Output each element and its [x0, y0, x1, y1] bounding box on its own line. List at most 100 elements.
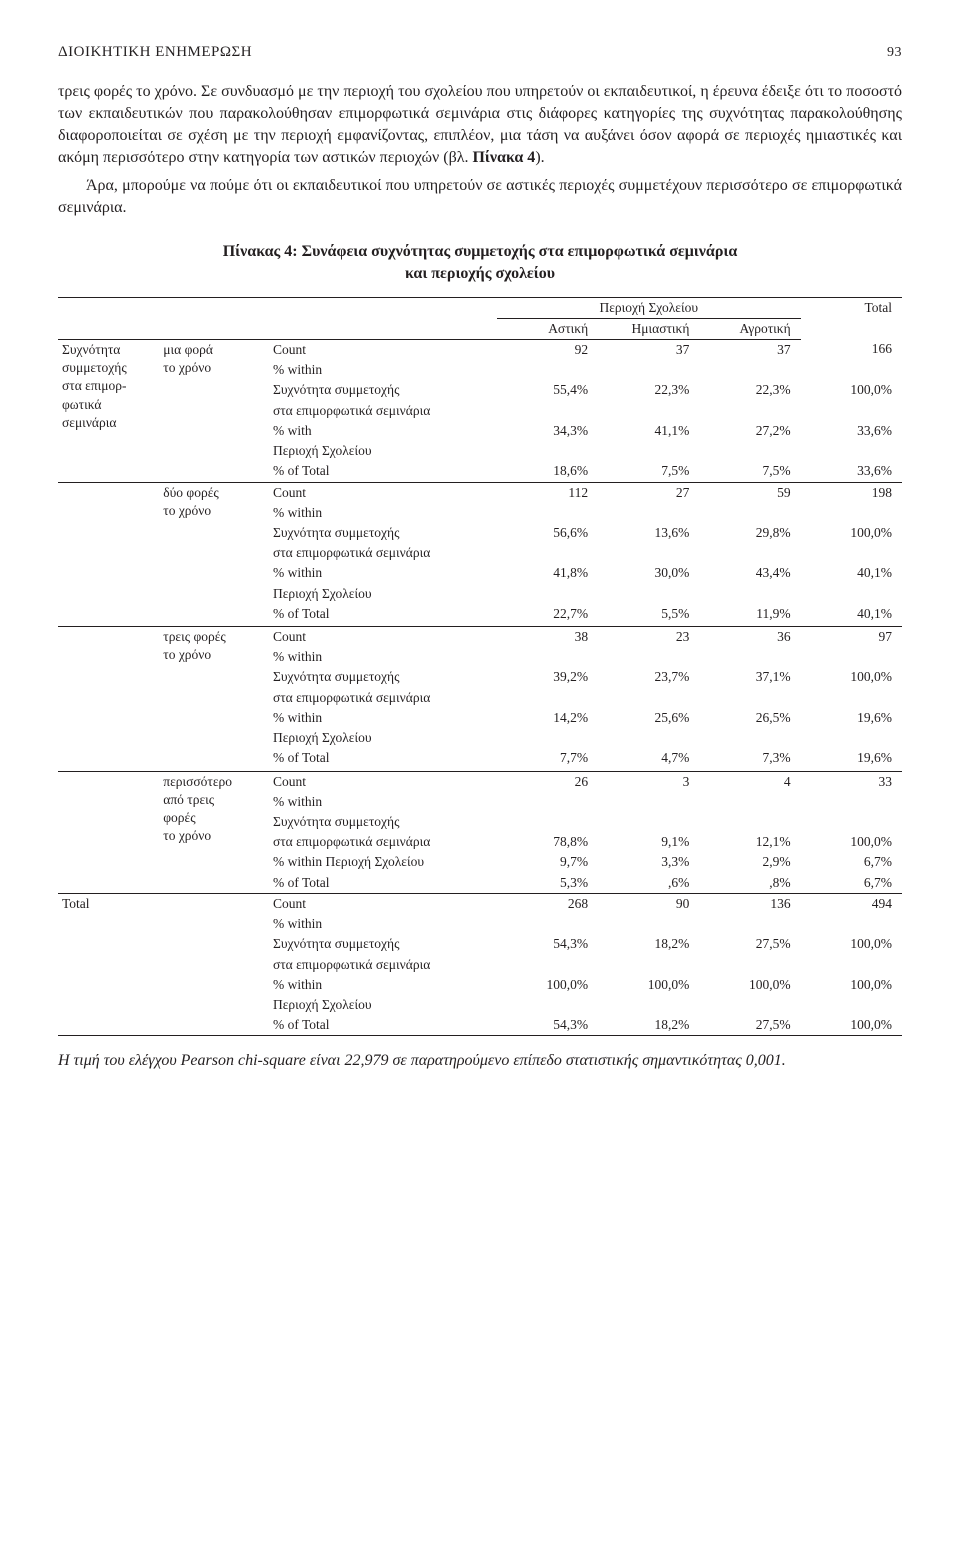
cell: 100,0%: [801, 523, 902, 543]
cell: 268: [497, 893, 598, 914]
cell: 6,7%: [801, 873, 902, 894]
cell: 33: [801, 771, 902, 792]
cell: 97: [801, 627, 902, 648]
thead-blank: [58, 297, 497, 318]
cell: 100,0%: [801, 380, 902, 400]
cat3-l2: το χρόνο: [163, 647, 211, 662]
cell: 5,3%: [497, 873, 598, 894]
cell: 27: [598, 482, 699, 503]
running-header: ΔIOIKHTIKH ENHMEPΩΣH 93: [58, 42, 902, 63]
cell: 100,0%: [801, 1015, 902, 1036]
cell: 30,0%: [598, 563, 699, 583]
cell: 41,1%: [598, 421, 699, 441]
cat2-l2: το χρόνο: [163, 503, 211, 518]
thead-total: Total: [801, 297, 902, 339]
cell: 112: [497, 482, 598, 503]
cell: 22,3%: [598, 380, 699, 400]
cell: ,8%: [699, 873, 800, 894]
cell: 40,1%: [801, 563, 902, 583]
cell: 100,0%: [801, 667, 902, 687]
caption-l2: και περιοχής σχολείου: [405, 265, 555, 282]
cell: 27,5%: [699, 1015, 800, 1036]
cell: 33,6%: [801, 461, 902, 482]
cell: 100,0%: [598, 975, 699, 995]
thead-group: Περιοχή Σχολείου: [497, 297, 801, 318]
cell: 23: [598, 627, 699, 648]
lbl-within: % within: [269, 792, 497, 812]
cell: 34,3%: [497, 421, 598, 441]
cell: 26,5%: [699, 708, 800, 728]
cell: 11,9%: [699, 604, 800, 624]
lbl-count: Count: [269, 893, 497, 914]
p2-text: Άρα, μπορούμε να πούμε ότι οι εκπαιδευτι…: [58, 177, 902, 216]
cell: 7,7%: [497, 748, 598, 768]
cell: 55,4%: [497, 380, 598, 400]
cell: 37: [598, 339, 699, 360]
cat-2: δύο φορές το χρόνο: [159, 482, 269, 627]
cell: 59: [699, 482, 800, 503]
lbl-freq: Συχνότητα συμμετοχής: [269, 667, 497, 687]
cell: 38: [497, 627, 598, 648]
cell: 9,1%: [598, 832, 699, 852]
cell: 19,6%: [801, 708, 902, 728]
cell: 100,0%: [801, 975, 902, 995]
header-title: ΔIOIKHTIKH ENHMEPΩΣH: [58, 42, 252, 62]
lbl-within: % within: [269, 563, 497, 583]
lbl-region: Περιοχή Σχολείου: [269, 995, 497, 1015]
cell: 6,7%: [801, 852, 902, 872]
cell: 27,2%: [699, 421, 800, 441]
cell: 2,9%: [699, 852, 800, 872]
lbl-with: % with: [269, 421, 497, 441]
cell: 494: [801, 893, 902, 914]
cell: 41,8%: [497, 563, 598, 583]
table-caption: Πίνακας 4: Συνάφεια συχνότητας συμμετοχή…: [58, 241, 902, 284]
cell: 25,6%: [598, 708, 699, 728]
cell: 18,6%: [497, 461, 598, 482]
stub-l2: συμμετοχής: [62, 360, 127, 375]
cell: 22,7%: [497, 604, 598, 624]
lbl-oftotal: % of Total: [269, 461, 497, 482]
cat-4: περισσότερο από τρεις φορές το χρόνο: [159, 771, 269, 893]
cell: 4,7%: [598, 748, 699, 768]
cell: 22,3%: [699, 380, 800, 400]
stub-main: Συχνότητα συμμετοχής στα επιμορ- φωτικά …: [58, 339, 159, 482]
cell: 92: [497, 339, 598, 360]
cell: 37: [699, 339, 800, 360]
stub-l5: σεμινάρια: [62, 415, 116, 430]
lbl-within: % within: [269, 708, 497, 728]
paragraph-2: Άρα, μπορούμε να πούμε ότι οι εκπαιδευτι…: [58, 175, 902, 219]
cell: 7,5%: [699, 461, 800, 482]
lbl-count: Count: [269, 482, 497, 503]
cell: 100,0%: [497, 975, 598, 995]
cell: 37,1%: [699, 667, 800, 687]
lbl-freq2: στα επιμορφωτικά σεμινάρια: [269, 543, 497, 563]
cell: 12,1%: [699, 832, 800, 852]
cell: 18,2%: [598, 934, 699, 954]
cell: 136: [699, 893, 800, 914]
cell: 43,4%: [699, 563, 800, 583]
lbl-freq2: στα επιμορφωτικά σεμινάρια: [269, 688, 497, 708]
cat-3: τρεις φορές το χρόνο: [159, 627, 269, 772]
cell: 23,7%: [598, 667, 699, 687]
stub-l3: στα επιμορ-: [62, 378, 127, 393]
lbl-freq: Συχνότητα συμμετοχής: [269, 934, 497, 954]
thead-blank2: [58, 318, 497, 339]
lbl-freq2: στα επιμορφωτικά σεμινάρια: [269, 832, 497, 852]
cell: 26: [497, 771, 598, 792]
lbl-count: Count: [269, 627, 497, 648]
cell: 7,3%: [699, 748, 800, 768]
thead-sub-1: Αστική: [497, 318, 598, 339]
cell: 5,5%: [598, 604, 699, 624]
cell: 39,2%: [497, 667, 598, 687]
thead-sub-2: Ημιαστική: [598, 318, 699, 339]
cat4-l3: φορές: [163, 810, 195, 825]
lbl-count: Count: [269, 339, 497, 360]
cat2-l1: δύο φορές: [163, 485, 218, 500]
crosstab-table: Περιοχή Σχολείου Total Αστική Ημιαστική …: [58, 297, 902, 1037]
cell: 7,5%: [598, 461, 699, 482]
lbl-region: Περιοχή Σχολείου: [269, 728, 497, 748]
cell: 29,8%: [699, 523, 800, 543]
cell: 90: [598, 893, 699, 914]
cell: 78,8%: [497, 832, 598, 852]
cell: 100,0%: [801, 934, 902, 954]
